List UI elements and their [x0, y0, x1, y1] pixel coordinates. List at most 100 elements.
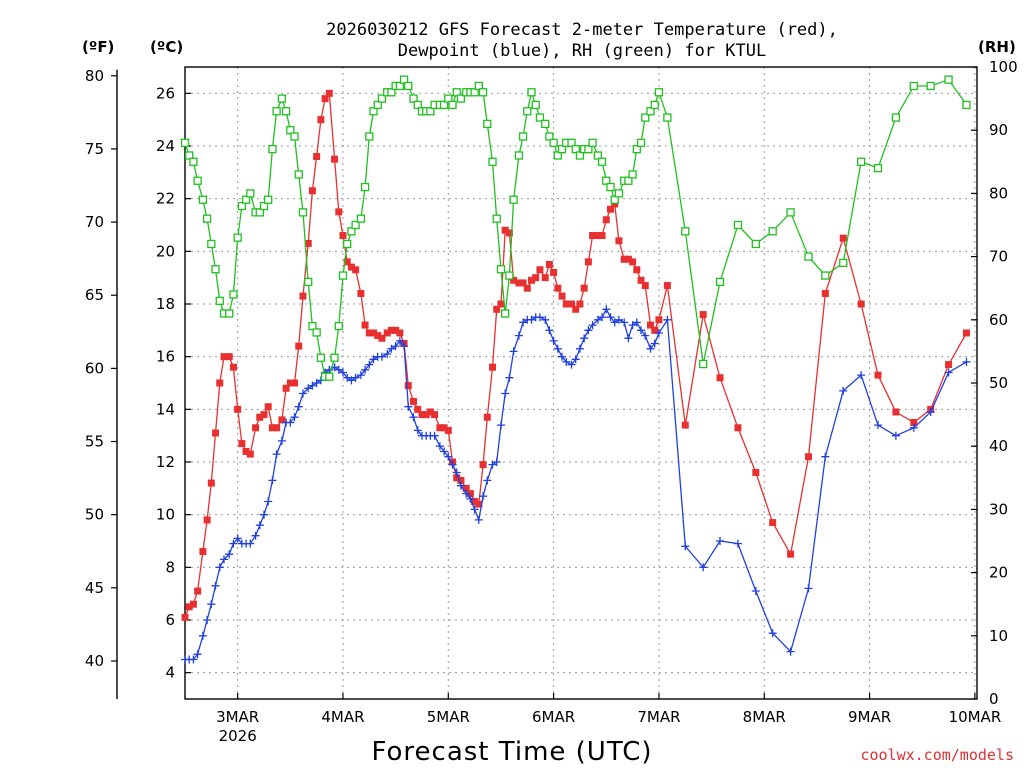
dewpoint-point-9 — [220, 555, 228, 564]
relative-humidity-point-25 — [290, 132, 299, 141]
dewpoint-point-53 — [413, 426, 422, 435]
dewpoint-point-92 — [584, 326, 593, 335]
temperature-point-7 — [212, 429, 220, 437]
x-tick-label-0: 3MAR — [216, 708, 259, 726]
dewpoint-point-90 — [575, 344, 584, 353]
dewpoint-point-126 — [962, 357, 971, 366]
temperature-point-66 — [471, 498, 479, 505]
dewpoint-point-11 — [229, 539, 238, 548]
x-tick-label-6: 9MAR — [848, 708, 891, 726]
temperature-point-19 — [264, 403, 272, 411]
relative-humidity-point-116 — [786, 208, 795, 217]
relative-humidity-point-73 — [501, 309, 510, 318]
dewpoint-point-21 — [272, 450, 281, 459]
relative-humidity-point-66 — [470, 88, 479, 97]
relative-humidity-point-125 — [944, 75, 953, 84]
credit-link[interactable]: coolwx.com/models — [860, 746, 1014, 764]
relative-humidity-point-62 — [452, 88, 461, 97]
dewpoint-point-17 — [255, 521, 264, 530]
relative-humidity-point-107 — [650, 100, 659, 110]
relative-humidity-point-12 — [233, 233, 242, 242]
relative-humidity-point-94 — [593, 151, 603, 160]
relative-humidity-point-111 — [699, 359, 708, 369]
relative-humidity-point-5 — [202, 214, 212, 223]
temperature-point-80 — [532, 274, 540, 282]
dewpoint-point-93 — [588, 321, 597, 330]
temperature-point-102 — [629, 258, 637, 266]
temperature-point-23 — [282, 384, 290, 392]
relative-humidity-point-53 — [413, 100, 422, 110]
dewpoint-point-45 — [377, 352, 386, 361]
dewpoint-point-26 — [294, 402, 303, 411]
temperature-point-30 — [313, 153, 321, 161]
dewpoint-point-65 — [466, 494, 475, 503]
relative-humidity-point-56 — [426, 107, 435, 116]
dewpoint-point-30 — [312, 379, 321, 387]
temperature-point-18 — [260, 411, 268, 419]
fahrenheit-tick-label-70: 70 — [85, 213, 104, 231]
relative-humidity-point-78 — [523, 107, 532, 116]
temperature-point-48 — [392, 326, 400, 334]
dewpoint-point-7 — [211, 581, 220, 590]
dewpoint-point-42 — [365, 360, 374, 369]
dewpoint-point-102 — [628, 321, 637, 330]
dewpoint-point-95 — [598, 313, 607, 322]
temperature-point-105 — [641, 282, 649, 290]
dewpoint-point-74 — [505, 373, 514, 382]
temperature-point-95 — [598, 232, 606, 240]
temperature-point-73 — [501, 226, 509, 234]
dewpoint-point-96 — [602, 305, 611, 314]
dewpoint-point-114 — [751, 587, 760, 595]
temperature-point-6 — [207, 479, 215, 487]
fahrenheit-tick-label-75: 75 — [85, 140, 104, 158]
series-relative-humidity — [180, 75, 971, 381]
temperature-point-118 — [821, 289, 829, 297]
fahrenheit-tick-label-40: 40 — [85, 652, 104, 670]
temperature-point-86 — [558, 292, 566, 300]
dewpoint-point-111 — [699, 563, 708, 572]
temperature-point-22 — [278, 416, 286, 424]
dewpoint-point-76 — [514, 331, 523, 340]
temperature-point-43 — [370, 329, 378, 337]
dewpoint-point-64 — [462, 489, 471, 498]
dewpoint-point-122 — [891, 431, 900, 440]
temperature-point-89 — [572, 305, 580, 313]
dewpoint-point-49 — [395, 336, 404, 345]
celsius-tick-label-6: 6 — [165, 611, 175, 629]
dewpoint-point-60 — [444, 452, 453, 461]
relative-humidity-point-89 — [571, 145, 580, 154]
relative-humidity-point-26 — [294, 170, 303, 179]
relative-humidity-point-47 — [387, 88, 396, 97]
dewpoint-point-52 — [409, 413, 418, 422]
dewpoint-point-62 — [452, 468, 461, 477]
temperature-point-36 — [339, 232, 347, 240]
temperature-point-120 — [857, 300, 865, 308]
dewpoint-point-116 — [786, 647, 795, 656]
relative-humidity-point-2 — [189, 157, 198, 166]
temperature-point-81 — [536, 266, 544, 274]
dewpoint-point-67 — [474, 515, 483, 524]
relative-humidity-point-38 — [347, 227, 356, 236]
dewpoint-point-103 — [632, 318, 641, 327]
relative-humidity-point-45 — [377, 94, 387, 103]
dewpoint-point-83 — [545, 326, 554, 335]
temperature-point-44 — [374, 332, 382, 340]
temperature-point-78 — [523, 284, 531, 292]
dewpoint-point-86 — [558, 352, 566, 361]
temperature-point-98 — [611, 200, 619, 208]
relative-humidity-point-8 — [215, 296, 224, 305]
dewpoint-point-3 — [193, 650, 202, 659]
relative-humidity-point-81 — [535, 113, 545, 122]
relative-humidity-point-83 — [545, 132, 554, 141]
relative-humidity-point-90 — [575, 151, 585, 160]
dewpoint-point-24 — [286, 418, 295, 427]
dewpoint-point-33 — [325, 365, 334, 374]
temperature-point-79 — [528, 276, 535, 284]
dewpoint-point-19 — [264, 497, 273, 506]
relative-humidity-point-3 — [193, 176, 202, 185]
x-tick-sublabel-0: 2026 — [219, 727, 257, 745]
temperature-point-29 — [308, 187, 316, 195]
x-tick-label-4: 7MAR — [637, 708, 680, 726]
temperature-point-15 — [246, 450, 254, 458]
temperature-point-49 — [396, 329, 404, 337]
